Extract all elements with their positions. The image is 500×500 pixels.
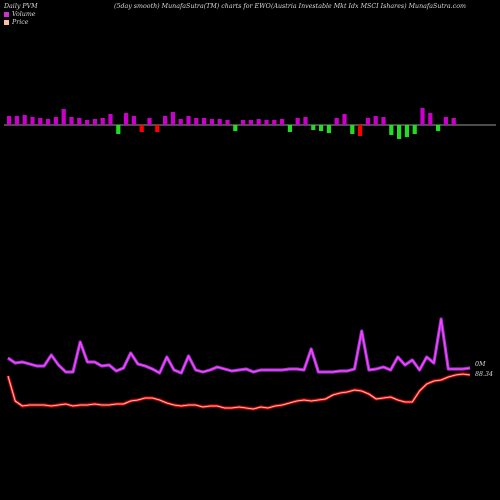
volume-end-label: 0M: [475, 361, 486, 368]
volume-bar: [381, 117, 386, 125]
header-middle: (5day smooth) MunafaSutra(TM) charts for…: [114, 3, 271, 10]
volume-bar: [264, 120, 269, 125]
volume-bar: [53, 117, 58, 125]
price-swatch: [4, 20, 9, 25]
legend-price: Price: [4, 19, 29, 26]
header-right: (Austria Investable Mkt Idx MSCI Ishares…: [271, 3, 466, 10]
volume-bar: [85, 120, 90, 125]
legend-volume: Volume: [4, 11, 36, 18]
volume-bar: [225, 120, 230, 125]
volume-bar: [100, 118, 105, 125]
volume-bar: [303, 117, 308, 125]
volume-bar: [147, 118, 152, 125]
volume-bar: [233, 125, 238, 131]
volume-bar: [319, 125, 324, 131]
volume-bar: [397, 125, 402, 139]
volume-bar: [77, 118, 82, 125]
volume-bar: [30, 117, 35, 125]
volume-bar: [186, 116, 191, 125]
volume-bar: [108, 114, 113, 125]
legend-price-label: Price: [12, 19, 29, 26]
header-left: Daily PVM: [4, 3, 38, 10]
volume-bar: [365, 118, 370, 125]
volume-bar: [92, 119, 97, 125]
pvm-lines: [6, 317, 471, 411]
volume-bar: [443, 117, 448, 125]
volume-bar: [124, 113, 129, 125]
volume-bar: [358, 125, 363, 136]
volume-bar: [326, 125, 331, 133]
volume-bar: [404, 125, 409, 137]
volume-swatch: [4, 12, 9, 17]
volume-line-shadow: [7, 317, 471, 375]
volume-bars: [7, 108, 456, 139]
volume-bar: [14, 116, 19, 125]
volume-bar: [202, 118, 207, 125]
volume-bar: [334, 118, 339, 125]
volume-bar: [287, 125, 292, 132]
volume-bar: [46, 119, 51, 125]
volume-bar: [155, 125, 160, 132]
volume-bar: [436, 125, 441, 131]
volume-bar: [131, 116, 136, 125]
volume-bar: [38, 118, 43, 125]
volume-bar: [22, 115, 27, 125]
price-line: [7, 373, 471, 410]
volume-bar: [61, 109, 66, 125]
legend-volume-label: Volume: [12, 11, 36, 18]
volume-bar: [139, 125, 144, 132]
volume-bar: [451, 118, 456, 125]
volume-bar: [194, 118, 199, 125]
volume-bar: [373, 116, 378, 125]
price-end-label: 88.34: [475, 371, 493, 378]
volume-bar: [241, 120, 246, 125]
volume-line: [7, 318, 471, 374]
volume-bar: [163, 116, 168, 125]
volume-bar: [412, 125, 417, 134]
volume-bar: [178, 119, 183, 125]
volume-bar: [170, 112, 175, 125]
volume-bar: [69, 117, 74, 125]
volume-bar: [420, 108, 425, 125]
volume-bar: [342, 114, 347, 125]
volume-bar: [217, 119, 222, 125]
volume-bar: [209, 119, 214, 125]
volume-bar: [256, 119, 261, 125]
volume-bar: [295, 118, 300, 125]
volume-bar: [350, 125, 355, 134]
volume-bar: [311, 125, 316, 130]
volume-bar: [7, 116, 12, 125]
volume-bar: [272, 120, 277, 125]
volume-bar: [389, 125, 394, 135]
volume-bar: [248, 120, 253, 125]
volume-bar: [116, 125, 121, 134]
volume-bar: [428, 113, 433, 125]
price-line-shadow: [6, 372, 471, 411]
volume-bar: [280, 119, 285, 125]
